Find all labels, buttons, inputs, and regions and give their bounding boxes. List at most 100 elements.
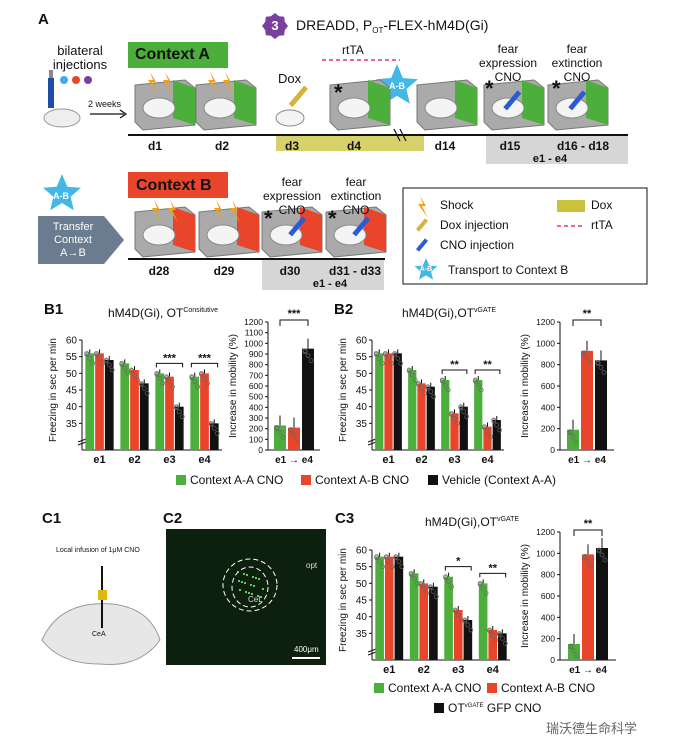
asterisk-b-0: * xyxy=(264,206,273,231)
B1-freezing-datapoint xyxy=(138,381,144,387)
B2-freezing-bar xyxy=(393,353,402,450)
B2-freezing-datapoint xyxy=(412,377,418,383)
C3-freezing-sig-bracket xyxy=(444,566,472,571)
C3-freezing-datapoint xyxy=(449,584,454,590)
panel-c3-label: C3 xyxy=(335,510,355,527)
B1-freezing-datapoint xyxy=(179,414,185,420)
B2-freezing-datapoint xyxy=(383,351,388,357)
cno-syringe-b-1 xyxy=(352,216,371,237)
b-legend-swatch-2 xyxy=(428,475,438,485)
C3-freezing-datapoint xyxy=(421,585,427,591)
B1-mobility-datapoint xyxy=(277,430,283,435)
B2-freezing-datapoint xyxy=(455,420,460,426)
legend-shock-icon xyxy=(418,196,428,218)
B1-freezing-bar xyxy=(130,370,139,450)
day-d31-33: d31 - d33 xyxy=(328,264,382,278)
B2-freezing-bar xyxy=(426,386,435,450)
B1-freezing-bar xyxy=(165,376,174,450)
B1-freezing-bar xyxy=(190,376,200,450)
B1-freezing-datapoint xyxy=(106,362,112,368)
B2-mobility-ytick-label: 1200 xyxy=(536,317,555,327)
B1-mobility-ytick-label: 1000 xyxy=(244,338,263,348)
B2-freezing-axis-break xyxy=(367,438,377,446)
B2-mobility-ytick-label: 800 xyxy=(541,360,555,370)
panel-a-label: A xyxy=(38,11,49,28)
legend-star-label: A-B xyxy=(419,266,433,273)
c1-cea-label: CeA xyxy=(92,631,106,638)
rtta-label: rtTA xyxy=(342,43,364,57)
B2-freezing-xtick-label: e2 xyxy=(415,454,427,466)
B2-freezing-datapoint xyxy=(386,355,391,361)
C3-mobility-sig-label: ** xyxy=(584,518,593,530)
B1-freezing-datapoint xyxy=(214,430,220,436)
context-b-box xyxy=(128,172,228,198)
B2-freezing-datapoint xyxy=(494,422,500,428)
fear-extinction-l3: CNO xyxy=(563,70,591,84)
B2-freezing-bar xyxy=(450,413,459,450)
B2-freezing-bar xyxy=(417,383,426,450)
legend-box-a xyxy=(402,187,648,285)
panel-c1-label: C1 xyxy=(42,510,62,527)
mouse-body xyxy=(43,108,81,128)
transfer-l2: Context xyxy=(54,234,92,246)
B1-freezing-datapoint xyxy=(144,390,150,396)
c-legend-gfp-ot: OT xyxy=(448,701,465,715)
c-legend-swatch-2 xyxy=(434,703,444,713)
B1-mobility-datapoint xyxy=(291,432,297,437)
B1-freezing-bar xyxy=(120,363,130,450)
C3-freezing-datapoint xyxy=(377,559,382,565)
fear-extinction-l2: extinction xyxy=(551,56,603,70)
B1-freezing-sig-bracket xyxy=(190,362,219,368)
B1-freezing-axis-break xyxy=(77,438,87,446)
c2-cell xyxy=(239,589,241,591)
b-legend-vehicle: Vehicle (Context A-A) xyxy=(442,473,557,487)
panel-b2-label: B2 xyxy=(334,301,354,318)
legend-rtta: rtTA xyxy=(591,218,613,232)
c2-histology xyxy=(166,529,326,665)
c-legend-gfp: OTvGATE GFP CNO xyxy=(448,702,541,714)
B1-freezing-xtick-label: e3 xyxy=(163,454,175,466)
B1-freezing-datapoint xyxy=(122,365,128,371)
day-d14: d14 xyxy=(434,139,456,153)
C3-freezing-datapoint xyxy=(477,581,483,587)
B2-mobility-ytick-label: 200 xyxy=(541,424,555,434)
B2-freezing-datapoint xyxy=(445,387,451,393)
B2-freezing-ytick-label: 60 xyxy=(356,336,368,347)
c2-cell xyxy=(248,592,250,594)
B2-mobility-ytick-label: 0 xyxy=(550,445,555,455)
C3-freezing-datapoint xyxy=(424,590,430,596)
B2-freezing-datapoint xyxy=(419,385,424,391)
B1-freezing-datapoint xyxy=(100,360,105,366)
c1-infusion-text: Local infusion of 1μM CNO xyxy=(56,547,140,554)
C3-mobility-ytick-label: 400 xyxy=(541,612,555,622)
B1-mobility-xtick-label: e1 → e4 xyxy=(275,455,313,466)
cage-a-wall-2 xyxy=(368,80,390,125)
B2-freezing-bar xyxy=(384,353,393,450)
day-d16-18: d16 - d18 xyxy=(556,139,610,153)
B2-freezing-datapoint xyxy=(464,414,470,420)
B1-freezing-sig-label: *** xyxy=(163,352,177,364)
B2-freezing-ytick-label: 45 xyxy=(356,386,368,397)
asterisk-b-1: * xyxy=(328,206,337,231)
B1-freezing-ytick-label: 45 xyxy=(66,386,78,397)
fear-extinction-l1: fear xyxy=(566,42,588,56)
C3-freezing-ytick-label: 60 xyxy=(356,546,368,557)
two-weeks-arrowhead xyxy=(119,109,128,119)
C3-freezing-bar xyxy=(375,556,384,660)
B1-freezing-datapoint xyxy=(132,372,137,378)
B2-freezing-datapoint xyxy=(428,389,434,395)
B1-mobility-ytick-label: 0 xyxy=(258,445,263,455)
B1-freezing-ytick-label: 60 xyxy=(66,336,78,347)
step-badge xyxy=(262,13,288,39)
day-d30: d30 xyxy=(279,264,301,278)
B2-freezing-datapoint xyxy=(379,360,385,366)
B2-freezing-ytick-label: 55 xyxy=(356,352,368,363)
C3-freezing-datapoint xyxy=(434,594,439,600)
c2-cell xyxy=(262,588,264,590)
cage-a-mouse-3 xyxy=(424,97,458,119)
cage-b-wall-2 xyxy=(300,207,322,252)
C3-freezing-axis-break xyxy=(367,648,377,656)
C3-mobility-ytick-label: 600 xyxy=(541,591,555,601)
syringe-plunger xyxy=(49,70,53,78)
